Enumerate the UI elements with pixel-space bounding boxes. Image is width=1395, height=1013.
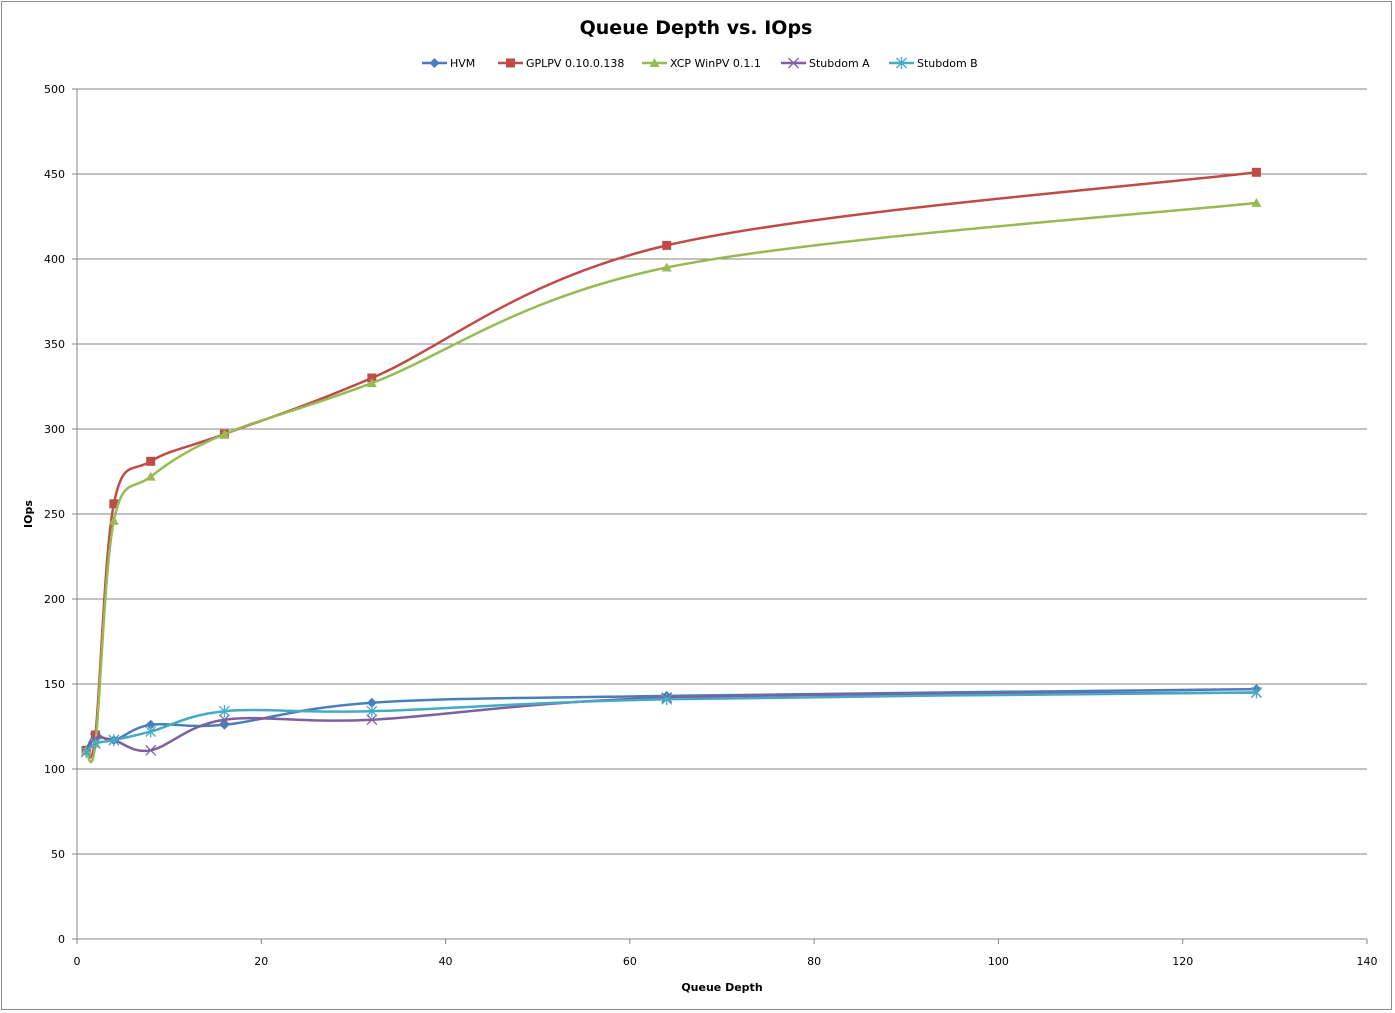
legend-item: XCP WinPV 0.1.1 [642, 57, 761, 70]
x-tick-label: 20 [254, 955, 268, 968]
legend-label: Stubdom A [809, 57, 870, 70]
data-point [218, 714, 230, 726]
data-point [1251, 197, 1262, 207]
x-tick-label: 40 [439, 955, 453, 968]
x-tick-label: 60 [623, 955, 637, 968]
y-tick-label: 0 [58, 933, 65, 946]
legend-marker-icon [896, 57, 907, 69]
legend-marker-icon [506, 58, 515, 68]
y-tick-label: 350 [44, 338, 65, 351]
data-point [661, 693, 673, 706]
x-axis-label: Queue Depth [681, 981, 762, 994]
data-point [219, 429, 230, 439]
data-point [366, 697, 377, 708]
data-point [109, 499, 119, 509]
x-tick-label: 100 [988, 955, 1009, 968]
data-point [145, 719, 156, 730]
x-tick-label: 80 [807, 955, 821, 968]
y-tick-label: 400 [44, 253, 65, 266]
data-point [218, 705, 230, 718]
y-tick-label: 200 [44, 593, 65, 606]
series-stubdom-b [80, 686, 1262, 758]
series-line [85, 691, 1257, 753]
series-line [84, 201, 1257, 764]
legend-label: XCP WinPV 0.1.1 [670, 57, 761, 70]
data-point [80, 746, 92, 758]
chart-title: Queue Depth vs. IOps [580, 17, 813, 39]
legend-item: Stubdom B [889, 57, 978, 70]
data-point [146, 456, 156, 466]
legend-label: GPLPV 0.10.0.138 [526, 57, 624, 70]
x-tick-label: 0 [74, 955, 81, 968]
legend-marker-icon [649, 58, 660, 67]
series-stubdom-a [80, 687, 1262, 758]
data-point [89, 737, 101, 750]
series-gplpv-0-10-0-138 [81, 167, 1261, 759]
legend-label: Stubdom B [917, 57, 978, 70]
series-xcp-winpv-0-1-1 [81, 197, 1262, 764]
data-point [661, 262, 672, 272]
data-point [145, 471, 156, 481]
data-point [366, 705, 378, 718]
data-point [108, 515, 119, 525]
series-line [84, 171, 1257, 759]
y-tick-label: 450 [44, 168, 65, 181]
data-point [366, 378, 377, 388]
legend-item: HVM [422, 57, 475, 70]
data-point [1250, 686, 1262, 699]
y-tick-label: 250 [44, 508, 65, 521]
legend-item: GPLPV 0.10.0.138 [498, 57, 624, 70]
legend-marker-icon [788, 57, 799, 69]
series-line [85, 691, 1257, 753]
x-tick-label: 120 [1172, 955, 1193, 968]
y-axis-label: IOps [22, 500, 35, 528]
data-point [145, 725, 157, 738]
y-tick-label: 300 [44, 423, 65, 436]
legend-marker-icon [429, 58, 440, 68]
data-point [145, 744, 157, 756]
legend-label: HVM [450, 57, 475, 70]
y-tick-label: 500 [44, 83, 65, 96]
y-tick-label: 100 [44, 763, 65, 776]
data-point [662, 240, 672, 250]
x-tick-label: 140 [1357, 955, 1378, 968]
data-point [1251, 167, 1261, 177]
data-point [108, 734, 120, 747]
legend-item: Stubdom A [781, 57, 870, 70]
y-tick-label: 150 [44, 678, 65, 691]
y-tick-label: 50 [51, 848, 65, 861]
data-point [367, 373, 377, 383]
data-point [366, 714, 378, 726]
